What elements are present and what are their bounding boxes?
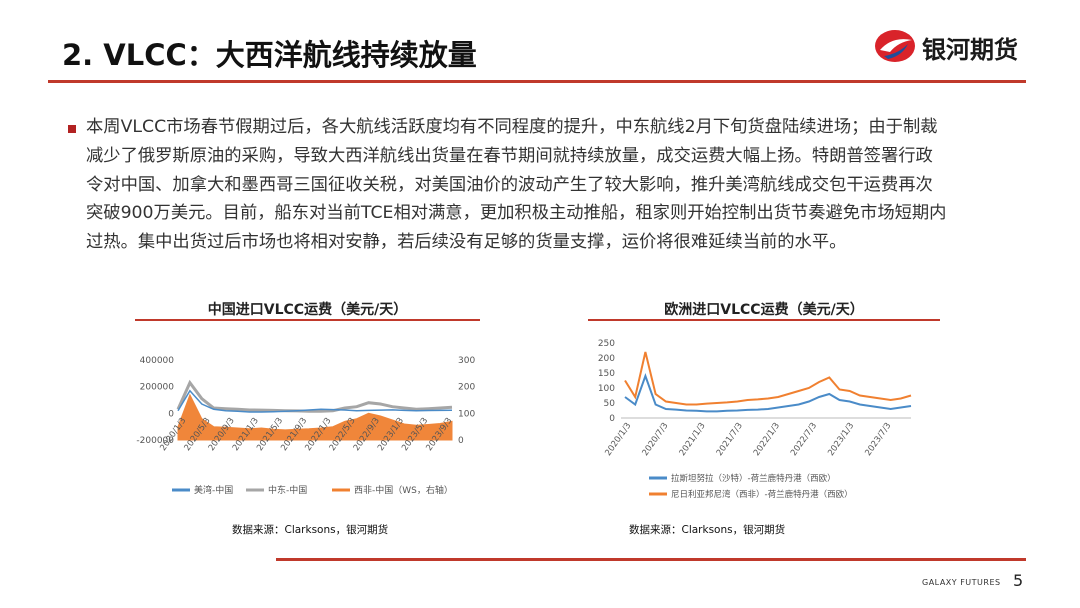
chart2-y-tick-label: 0 xyxy=(609,414,615,424)
paragraph-line: 减少了俄罗斯原油的采购，导致大西洋航线出货量在春节期间就持续放量，成交运费大幅上… xyxy=(86,145,933,166)
chart2-y-tick-label: 50 xyxy=(604,399,616,409)
paragraph-line: 令对中国、加拿大和墨西哥三国征收关税，对美国油价的波动产生了较大影响，推升美湾航… xyxy=(86,174,933,195)
chart1-y-tick-label: 200000 xyxy=(140,383,175,393)
chart2-x-tick-label: 2023/7/3 xyxy=(863,421,893,458)
page-number: 5 xyxy=(1013,571,1024,590)
chart1-series-0 xyxy=(177,389,453,413)
chart1-y2-tick-label: 200 xyxy=(458,383,475,393)
chart1-legend-label: 西非-中国（WS，右轴） xyxy=(354,484,453,496)
chart2-x-tick-label: 2022/7/3 xyxy=(789,421,819,458)
title-divider xyxy=(48,80,1026,83)
chart1-y2-tick-label: 300 xyxy=(458,356,475,366)
chart1-y2-tick-label: 100 xyxy=(458,409,475,419)
bullet-square-icon xyxy=(68,125,76,133)
galaxy-logo-icon xyxy=(875,30,915,62)
chart1-y2-tick-label: 0 xyxy=(458,436,464,446)
brand-name: 银河期货 xyxy=(922,36,1018,64)
brand-logo: 银河期货 xyxy=(872,26,1042,66)
chart1-title-rule xyxy=(135,319,480,321)
paragraph-line: 突破900万美元。目前，船东对当前TCE相对满意，更加积极主动推船，租家则开始控… xyxy=(86,203,947,224)
footer-brand: GALAXY FUTURES xyxy=(922,578,1001,587)
chart1-plot: 4000002000000-20000030020010002020/1/320… xyxy=(136,356,475,496)
chart2-x-tick-label: 2021/1/3 xyxy=(678,421,708,458)
chart2-source: 数据来源：Clarksons，银河期货 xyxy=(629,524,786,536)
paragraph-line: 本周VLCC市场春节假期过后，各大航线活跃度均有不同程度的提升，中东航线2月下旬… xyxy=(86,117,938,137)
chart2-x-tick-label: 2023/1/3 xyxy=(826,421,856,458)
chart2-y-tick-label: 200 xyxy=(598,354,615,364)
chart2-x-tick-label: 2020/1/3 xyxy=(603,421,633,458)
chart1-y-tick-label: 400000 xyxy=(140,356,175,366)
footer-divider xyxy=(276,558,1026,561)
chart1-legend-label: 美湾-中国 xyxy=(194,484,233,496)
page-title: 2. VLCC：大西洋航线持续放量 xyxy=(62,38,477,72)
chart2-y-tick-label: 150 xyxy=(598,369,615,379)
chart2-title: 欧洲进口VLCC运费（美元/天） xyxy=(664,302,864,318)
chart2-y-tick-label: 250 xyxy=(598,339,615,349)
paragraph-line: 过热。集中出货过后市场也将相对安静，若后续没有足够的货量支撑，运价将很难延续当前… xyxy=(86,232,847,253)
commentary-paragraph: 本周VLCC市场春节假期过后，各大航线活跃度均有不同程度的提升，中东航线2月下旬… xyxy=(86,113,1036,257)
chart2-x-tick-label: 2020/7/3 xyxy=(641,421,671,458)
chart2-series-0 xyxy=(624,373,912,413)
chart2-x-tick-label: 2021/7/3 xyxy=(715,421,745,458)
chart1-y-tick-label: -200000 xyxy=(136,436,174,446)
chart1-y-tick-label: 0 xyxy=(168,409,174,419)
chart1-series-2 xyxy=(177,393,453,441)
chart1-legend-label: 中东-中国 xyxy=(268,484,307,496)
chart2-y-tick-label: 100 xyxy=(598,384,615,394)
chart2-series-1 xyxy=(624,351,912,406)
chart1-source: 数据来源：Clarksons，银河期货 xyxy=(232,524,389,536)
chart2-title-rule xyxy=(588,319,940,321)
chart1-series-1 xyxy=(176,379,453,413)
chart1-title: 中国进口VLCC运费（美元/天） xyxy=(207,302,408,318)
chart2-legend-label: 尼日利亚邦尼湾（西非）-荷兰鹿特丹港（西欧） xyxy=(671,489,853,500)
chart2-legend-label: 拉斯坦努拉（沙特）-荷兰鹿特丹港（西欧） xyxy=(671,473,836,484)
chart2-x-tick-label: 2022/1/3 xyxy=(752,421,782,458)
